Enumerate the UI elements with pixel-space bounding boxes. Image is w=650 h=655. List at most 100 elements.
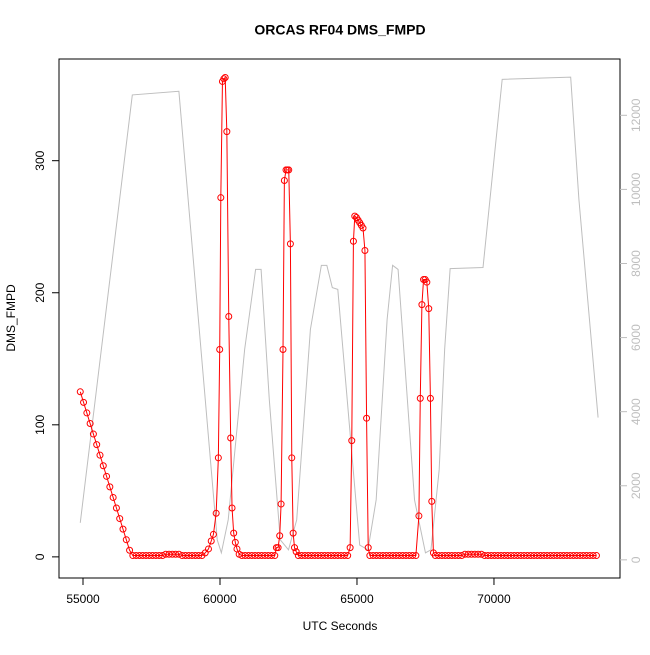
data-point <box>254 552 262 560</box>
data-point <box>364 544 372 552</box>
data-point <box>494 552 502 560</box>
data-point <box>349 237 357 245</box>
data-point <box>438 552 446 560</box>
data-point <box>444 552 452 560</box>
data-point <box>304 552 312 560</box>
data-point <box>307 552 315 560</box>
data-point <box>248 552 256 560</box>
x-tick-label: 60000 <box>203 592 237 606</box>
data-point <box>337 552 345 560</box>
data-point <box>276 532 284 540</box>
data-point <box>298 552 306 560</box>
data-point <box>93 441 101 449</box>
data-point <box>251 552 259 560</box>
data-point <box>504 552 512 560</box>
data-point <box>129 552 137 560</box>
data-point <box>165 550 173 558</box>
data-point <box>152 552 160 560</box>
data-point <box>155 552 163 560</box>
data-point <box>474 550 482 558</box>
data-point <box>550 552 558 560</box>
y-tick-label: 300 <box>33 150 47 170</box>
data-point <box>195 552 203 560</box>
y-tick-label: 0 <box>33 553 47 560</box>
data-point <box>261 552 269 560</box>
data-point <box>311 552 319 560</box>
data-point <box>592 552 600 560</box>
data-point <box>209 530 217 538</box>
data-point <box>361 246 369 254</box>
data-point <box>576 552 584 560</box>
data-point <box>369 552 377 560</box>
data-point <box>573 552 581 560</box>
data-point <box>149 552 157 560</box>
data-point <box>553 552 561 560</box>
data-point <box>540 552 548 560</box>
data-point <box>221 73 229 81</box>
data-point <box>216 346 224 354</box>
plot-frame <box>58 58 621 579</box>
data-point <box>510 552 518 560</box>
data-point <box>546 552 554 560</box>
data-point <box>441 552 449 560</box>
data-point <box>359 224 367 232</box>
data-point <box>168 550 176 558</box>
data-point <box>589 552 597 560</box>
data-point <box>241 552 249 560</box>
data-point <box>530 552 538 560</box>
data-point <box>244 552 252 560</box>
data-point <box>533 552 541 560</box>
data-point <box>277 500 285 508</box>
data-point <box>556 552 564 560</box>
data-point <box>454 552 462 560</box>
data-point <box>428 497 436 505</box>
data-point <box>145 552 153 560</box>
y2-tick-label: 8000 <box>629 250 643 277</box>
data-point <box>405 552 413 560</box>
data-point <box>327 552 335 560</box>
data-point <box>425 305 433 313</box>
data-point <box>294 552 302 560</box>
y-tick-label: 200 <box>33 282 47 302</box>
data-point <box>379 552 387 560</box>
data-point <box>181 552 189 560</box>
data-point <box>223 128 231 136</box>
data-point <box>142 552 150 560</box>
data-point <box>386 552 394 560</box>
data-point <box>563 552 571 560</box>
data-point <box>448 552 456 560</box>
data-point <box>471 550 479 558</box>
data-point <box>372 552 380 560</box>
x-tick-label: 70000 <box>477 592 511 606</box>
data-point <box>86 419 94 427</box>
data-point <box>106 483 114 491</box>
data-point <box>344 552 352 560</box>
data-point <box>258 552 266 560</box>
data-point <box>238 552 246 560</box>
data-point <box>89 430 97 438</box>
data-point <box>366 552 374 560</box>
x-tick-label: 55000 <box>66 592 100 606</box>
y2-tick-label: 10000 <box>629 172 643 206</box>
data-point <box>507 552 515 560</box>
data-point <box>346 544 354 552</box>
data-point <box>468 550 476 558</box>
data-point <box>461 550 469 558</box>
data-point <box>230 529 238 537</box>
data-point <box>264 552 272 560</box>
data-point <box>569 552 577 560</box>
data-point <box>225 313 233 321</box>
x-tick-label: 65000 <box>340 592 374 606</box>
data-point <box>497 552 505 560</box>
data-point <box>395 552 403 560</box>
data-point <box>520 552 528 560</box>
data-point <box>477 550 485 558</box>
data-point <box>415 512 423 520</box>
data-point <box>363 414 371 422</box>
data-point <box>586 552 594 560</box>
data-point <box>382 552 390 560</box>
data-point <box>126 546 134 554</box>
data-point <box>80 398 88 406</box>
data-point <box>99 462 107 470</box>
